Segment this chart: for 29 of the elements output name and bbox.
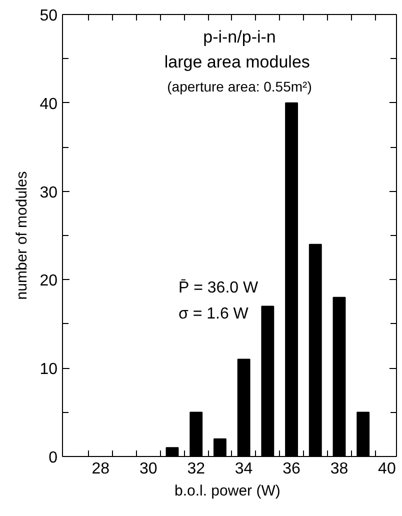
- bar: [213, 438, 226, 456]
- bar: [285, 102, 298, 456]
- annotation: (aperture area: 0.55m²): [167, 78, 312, 94]
- x-tick-label: 36: [282, 460, 301, 478]
- bar: [261, 306, 274, 456]
- x-tick-label: 40: [378, 460, 396, 478]
- x-tick-label: 34: [234, 460, 253, 478]
- bar: [166, 447, 179, 456]
- annotation: P̄ = 36.0 W: [178, 279, 259, 296]
- y-tick-label: 20: [40, 272, 58, 290]
- y-tick-label: 40: [40, 96, 58, 113]
- x-axis-title: b.o.l. power (W): [174, 482, 280, 500]
- y-tick-label: 30: [40, 184, 58, 202]
- y-tick-label: 50: [40, 8, 58, 24]
- annotation: σ = 1.6 W: [178, 306, 250, 322]
- bar: [332, 296, 346, 456]
- y-axis-title: number of modules: [14, 171, 31, 300]
- y-tick-label: 0: [48, 450, 58, 466]
- x-tick-label: 38: [330, 460, 348, 478]
- annotation: p-i-n/p-i-n: [203, 28, 276, 46]
- bar: [308, 244, 322, 456]
- annotation: large area modules: [164, 52, 310, 72]
- y-tick-label: 10: [40, 361, 58, 378]
- bar: [356, 412, 370, 456]
- x-tick-label: 32: [187, 460, 206, 478]
- bar: [190, 412, 203, 456]
- x-tick-label: 28: [92, 460, 110, 478]
- bar: [237, 358, 250, 456]
- x-tick-label: 30: [139, 460, 158, 478]
